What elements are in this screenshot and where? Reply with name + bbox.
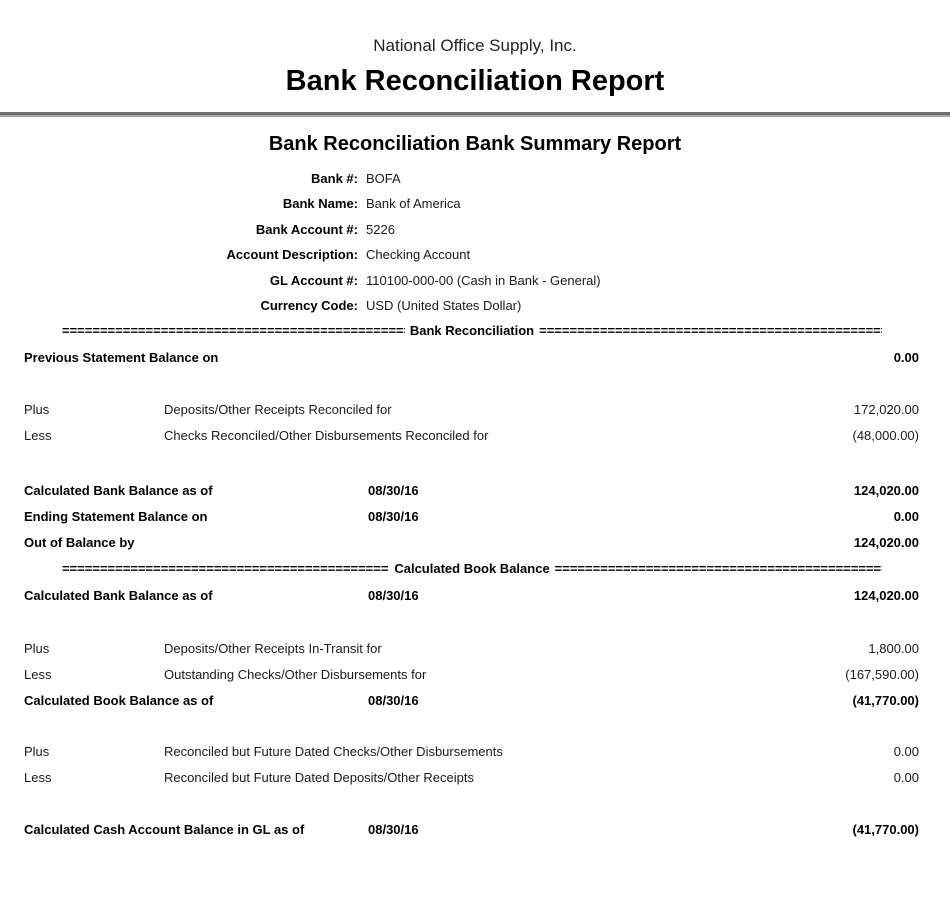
row-desc: Checks Reconciled/Other Disbursements Re… — [164, 428, 489, 444]
report-row: Less Checks Reconciled/Other Disbursemen… — [0, 423, 950, 449]
header-rule — [0, 112, 950, 117]
report-row: Previous Statement Balance on 0.00 — [0, 345, 950, 371]
field-row-gl-account: GL Account #: 110100-000-00 (Cash in Ban… — [0, 268, 950, 293]
separator-label: Calculated Book Balance — [394, 561, 550, 577]
field-label: Bank Account #: — [255, 221, 358, 237]
row-prefix: Less — [24, 770, 52, 786]
row-amount: 124,020.00 — [853, 483, 919, 499]
row-label: Out of Balance by — [24, 535, 135, 551]
field-row-bank-name: Bank Name: Bank of America — [0, 191, 950, 216]
row-desc: Deposits/Other Receipts Reconciled for — [164, 402, 392, 418]
row-desc: Reconciled but Future Dated Deposits/Oth… — [164, 770, 474, 786]
row-amount: 1,800.00 — [868, 641, 919, 657]
row-amount: (48,000.00) — [852, 428, 920, 444]
row-amount: (167,590.00) — [845, 667, 919, 683]
report-row: Calculated Cash Account Balance in GL as… — [0, 817, 950, 843]
field-value: 5226 — [366, 221, 395, 237]
report-row: Plus Deposits/Other Receipts Reconciled … — [0, 397, 950, 423]
row-amount: 0.00 — [893, 744, 919, 760]
row-date: 08/30/16 — [368, 509, 419, 525]
field-value: BOFA — [366, 171, 401, 186]
row-prefix: Plus — [24, 744, 50, 760]
company-name: National Office Supply, Inc. — [373, 36, 577, 55]
row-date: 08/30/16 — [368, 693, 419, 709]
row-prefix: Plus — [24, 641, 50, 657]
report-row: Plus Deposits/Other Receipts In-Transit … — [0, 636, 950, 662]
field-value: Bank of America — [366, 196, 461, 212]
row-amount: 0.00 — [893, 350, 919, 366]
report-row: Ending Statement Balance on 08/30/16 0.0… — [0, 504, 950, 530]
report-row: Out of Balance by 124,020.00 — [0, 530, 950, 556]
row-prefix: Plus — [24, 402, 50, 418]
summary-fields: Bank #: BOFA Bank Name: Bank of America … — [0, 166, 950, 318]
row-label: Calculated Bank Balance as of — [24, 483, 213, 499]
field-row-account-description: Account Description: Checking Account — [0, 242, 950, 267]
field-row-currency-code: Currency Code: USD (United States Dollar… — [0, 293, 950, 318]
row-amount: (41,770.00) — [852, 693, 920, 709]
row-label: Calculated Book Balance as of — [24, 693, 214, 709]
separator-fill: ========================================… — [554, 561, 882, 577]
field-label: Currency Code: — [260, 297, 358, 313]
separator-calculated-book-balance: ========================================… — [62, 556, 882, 582]
summary-title: Bank Reconciliation Bank Summary Report — [268, 133, 682, 155]
field-label: GL Account #: — [269, 272, 358, 288]
row-desc: Outstanding Checks/Other Disbursements f… — [164, 667, 427, 683]
row-label: Ending Statement Balance on — [24, 509, 208, 525]
row-date: 08/30/16 — [368, 588, 419, 604]
report-title: Bank Reconciliation Report — [285, 65, 665, 97]
field-label: Bank #: — [311, 171, 358, 186]
row-prefix: Less — [24, 667, 52, 683]
row-amount: 124,020.00 — [853, 588, 919, 604]
row-amount: 124,020.00 — [853, 535, 919, 551]
row-date: 08/30/16 — [368, 483, 419, 499]
row-desc: Reconciled but Future Dated Checks/Other… — [164, 744, 503, 760]
report-row: Less Outstanding Checks/Other Disburseme… — [0, 662, 950, 688]
separator-fill: ========================================… — [539, 323, 882, 339]
field-value: USD (United States Dollar) — [366, 297, 522, 313]
separator-fill: ========================================… — [62, 561, 389, 577]
separator-fill: ========================================… — [62, 323, 405, 339]
report-row: Plus Reconciled but Future Dated Checks/… — [0, 739, 950, 765]
field-value: 110100-000-00 (Cash in Bank - General) — [366, 272, 601, 288]
field-value: Checking Account — [366, 247, 471, 263]
row-label: Previous Statement Balance on — [24, 350, 219, 366]
row-amount: 172,020.00 — [853, 402, 919, 418]
row-label: Calculated Bank Balance as of — [24, 588, 213, 604]
row-desc: Deposits/Other Receipts In-Transit for — [164, 641, 382, 657]
report-row: Calculated Bank Balance as of 08/30/16 1… — [0, 583, 950, 609]
row-amount: 0.00 — [893, 770, 919, 786]
field-row-bank-number: Bank #: BOFA — [0, 166, 950, 191]
row-amount: 0.00 — [893, 509, 919, 525]
report-row: Less Reconciled but Future Dated Deposit… — [0, 765, 950, 791]
row-prefix: Less — [24, 428, 52, 444]
field-row-bank-account: Bank Account #: 5226 — [0, 217, 950, 242]
report-row: Calculated Book Balance as of 08/30/16 (… — [0, 688, 950, 714]
row-amount: (41,770.00) — [852, 822, 920, 838]
report-row: Calculated Bank Balance as of 08/30/16 1… — [0, 478, 950, 504]
row-date: 08/30/16 — [368, 822, 419, 838]
separator-bank-reconciliation: ========================================… — [62, 318, 882, 344]
row-label: Calculated Cash Account Balance in GL as… — [24, 822, 305, 838]
field-label: Account Description: — [226, 247, 358, 263]
separator-label: Bank Reconciliation — [409, 323, 535, 339]
field-label: Bank Name: — [282, 196, 358, 212]
